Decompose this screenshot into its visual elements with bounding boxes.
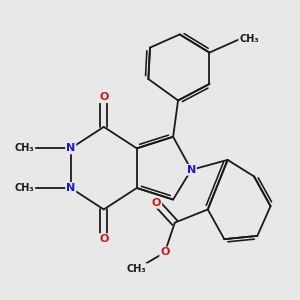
Text: O: O [99,234,109,244]
Text: CH₃: CH₃ [15,183,34,193]
Text: N: N [66,183,75,193]
Text: N: N [66,143,75,153]
Text: CH₃: CH₃ [239,34,259,44]
Text: O: O [152,198,161,208]
Text: CH₃: CH₃ [127,264,147,274]
Text: CH₃: CH₃ [15,143,34,153]
Text: O: O [160,248,170,257]
Text: O: O [99,92,109,102]
Text: N: N [187,165,196,175]
